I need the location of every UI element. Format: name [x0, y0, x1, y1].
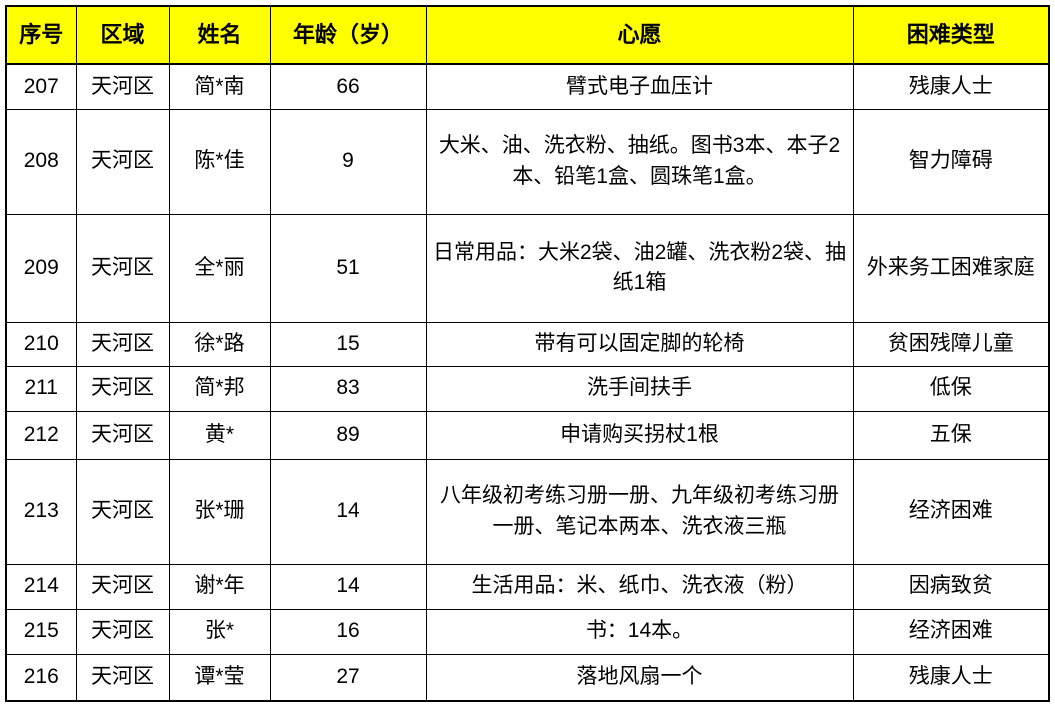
table-cell-age: 15 — [269, 321, 427, 367]
table-cell-name: 简*南 — [168, 63, 271, 110]
table-cell-wish: 生活用品：米、纸巾、洗衣液（粉） — [425, 563, 854, 610]
table-header: 序号 区域 姓名 年龄（岁） 心愿 困难类型 — [5, 5, 1050, 65]
table-cell-difficulty-type: 外来务工困难家庭 — [852, 213, 1050, 323]
table-cell-age: 16 — [269, 608, 427, 655]
table-cell-name: 黄* — [168, 410, 271, 460]
table-cell-name: 徐*路 — [168, 321, 271, 367]
table-cell-region: 天河区 — [75, 410, 170, 460]
table-row: 207 天河区 简*南 66 臂式电子血压计 残康人士 — [5, 63, 1050, 110]
table-cell-age: 83 — [269, 365, 427, 412]
table-cell-id: 213 — [5, 458, 77, 565]
table-row: 214 天河区 谢*年 14 生活用品：米、纸巾、洗衣液（粉） 因病致贫 — [5, 563, 1050, 610]
header-cell-name: 姓名 — [168, 5, 271, 65]
table-cell-name: 陈*佳 — [168, 108, 271, 215]
table-cell-wish: 落地风扇一个 — [425, 653, 854, 702]
table-cell-id: 210 — [5, 321, 77, 367]
table-cell-region: 天河区 — [75, 608, 170, 655]
table-row: 216 天河区 谭*莹 27 落地风扇一个 残康人士 — [5, 653, 1050, 702]
table-cell-wish: 申请购买拐杖1根 — [425, 410, 854, 460]
table-row: 212 天河区 黄* 89 申请购买拐杖1根 五保 — [5, 410, 1050, 460]
table-cell-id: 215 — [5, 608, 77, 655]
table-cell-difficulty-type: 经济困难 — [852, 458, 1050, 565]
table-cell-region: 天河区 — [75, 458, 170, 565]
table-cell-age: 51 — [269, 213, 427, 323]
table-cell-region: 天河区 — [75, 213, 170, 323]
table-row: 210 天河区 徐*路 15 带有可以固定脚的轮椅 贫困残障儿童 — [5, 321, 1050, 367]
table-cell-region: 天河区 — [75, 321, 170, 367]
table-cell-wish: 日常用品：大米2袋、油2罐、洗衣粉2袋、抽纸1箱 — [425, 213, 854, 323]
table-row: 208 天河区 陈*佳 9 大米、油、洗衣粉、抽纸。图书3本、本子2本、铅笔1盒、圆珠笔… — [5, 108, 1050, 215]
table-body: 207 天河区 简*南 66 臂式电子血压计 残康人士 208 天河区 陈*佳 9 大米、油、洗衣粉… — [5, 63, 1050, 702]
table-cell-id: 212 — [5, 410, 77, 460]
table-cell-wish: 大米、油、洗衣粉、抽纸。图书3本、本子2本、铅笔1盒、圆珠笔1盒。 — [425, 108, 854, 215]
table-cell-wish: 八年级初考练习册一册、九年级初考练习册一册、笔记本两本、洗衣液三瓶 — [425, 458, 854, 565]
header-cell-id: 序号 — [5, 5, 77, 65]
wish-list-table: 序号 区域 姓名 年龄（岁） 心愿 困难类型 207 天河区 简*南 66 臂式电子血压… — [5, 5, 1050, 702]
table-cell-name: 张*珊 — [168, 458, 271, 565]
table-cell-age: 27 — [269, 653, 427, 702]
table-cell-id: 208 — [5, 108, 77, 215]
table-cell-wish: 带有可以固定脚的轮椅 — [425, 321, 854, 367]
table-cell-region: 天河区 — [75, 563, 170, 610]
header-cell-type: 困难类型 — [852, 5, 1050, 65]
table-cell-difficulty-type: 残康人士 — [852, 653, 1050, 702]
table-cell-region: 天河区 — [75, 63, 170, 110]
header-cell-region: 区域 — [75, 5, 170, 65]
table-cell-difficulty-type: 智力障碍 — [852, 108, 1050, 215]
table-cell-name: 谭*莹 — [168, 653, 271, 702]
table-row: 213 天河区 张*珊 14 八年级初考练习册一册、九年级初考练习册一册、笔记本两本、洗… — [5, 458, 1050, 565]
table-cell-age: 14 — [269, 458, 427, 565]
table-cell-age: 66 — [269, 63, 427, 110]
table-cell-wish: 书：14本。 — [425, 608, 854, 655]
table-cell-region: 天河区 — [75, 365, 170, 412]
table-row: 211 天河区 简*邦 83 洗手间扶手 低保 — [5, 365, 1050, 412]
table-cell-region: 天河区 — [75, 108, 170, 215]
table-cell-wish: 臂式电子血压计 — [425, 63, 854, 110]
table-cell-age: 14 — [269, 563, 427, 610]
table-cell-age: 9 — [269, 108, 427, 215]
table-row: 209 天河区 全*丽 51 日常用品：大米2袋、油2罐、洗衣粉2袋、抽纸1箱 外来务工困… — [5, 213, 1050, 323]
table-cell-difficulty-type: 贫困残障儿童 — [852, 321, 1050, 367]
table-cell-difficulty-type: 经济困难 — [852, 608, 1050, 655]
table-cell-id: 207 — [5, 63, 77, 110]
table-cell-name: 全*丽 — [168, 213, 271, 323]
table-cell-id: 216 — [5, 653, 77, 702]
table-cell-name: 简*邦 — [168, 365, 271, 412]
header-cell-age: 年龄（岁） — [269, 5, 427, 65]
header-cell-wish: 心愿 — [425, 5, 854, 65]
table-cell-age: 89 — [269, 410, 427, 460]
table-cell-wish: 洗手间扶手 — [425, 365, 854, 412]
table-row: 215 天河区 张* 16 书：14本。 经济困难 — [5, 608, 1050, 655]
table-cell-id: 209 — [5, 213, 77, 323]
header-row: 序号 区域 姓名 年龄（岁） 心愿 困难类型 — [5, 5, 1050, 65]
table-cell-difficulty-type: 残康人士 — [852, 63, 1050, 110]
table-cell-difficulty-type: 五保 — [852, 410, 1050, 460]
table-cell-name: 谢*年 — [168, 563, 271, 610]
table-cell-difficulty-type: 低保 — [852, 365, 1050, 412]
table-cell-difficulty-type: 因病致贫 — [852, 563, 1050, 610]
table-cell-region: 天河区 — [75, 653, 170, 702]
table-cell-id: 211 — [5, 365, 77, 412]
table-cell-name: 张* — [168, 608, 271, 655]
table-cell-id: 214 — [5, 563, 77, 610]
